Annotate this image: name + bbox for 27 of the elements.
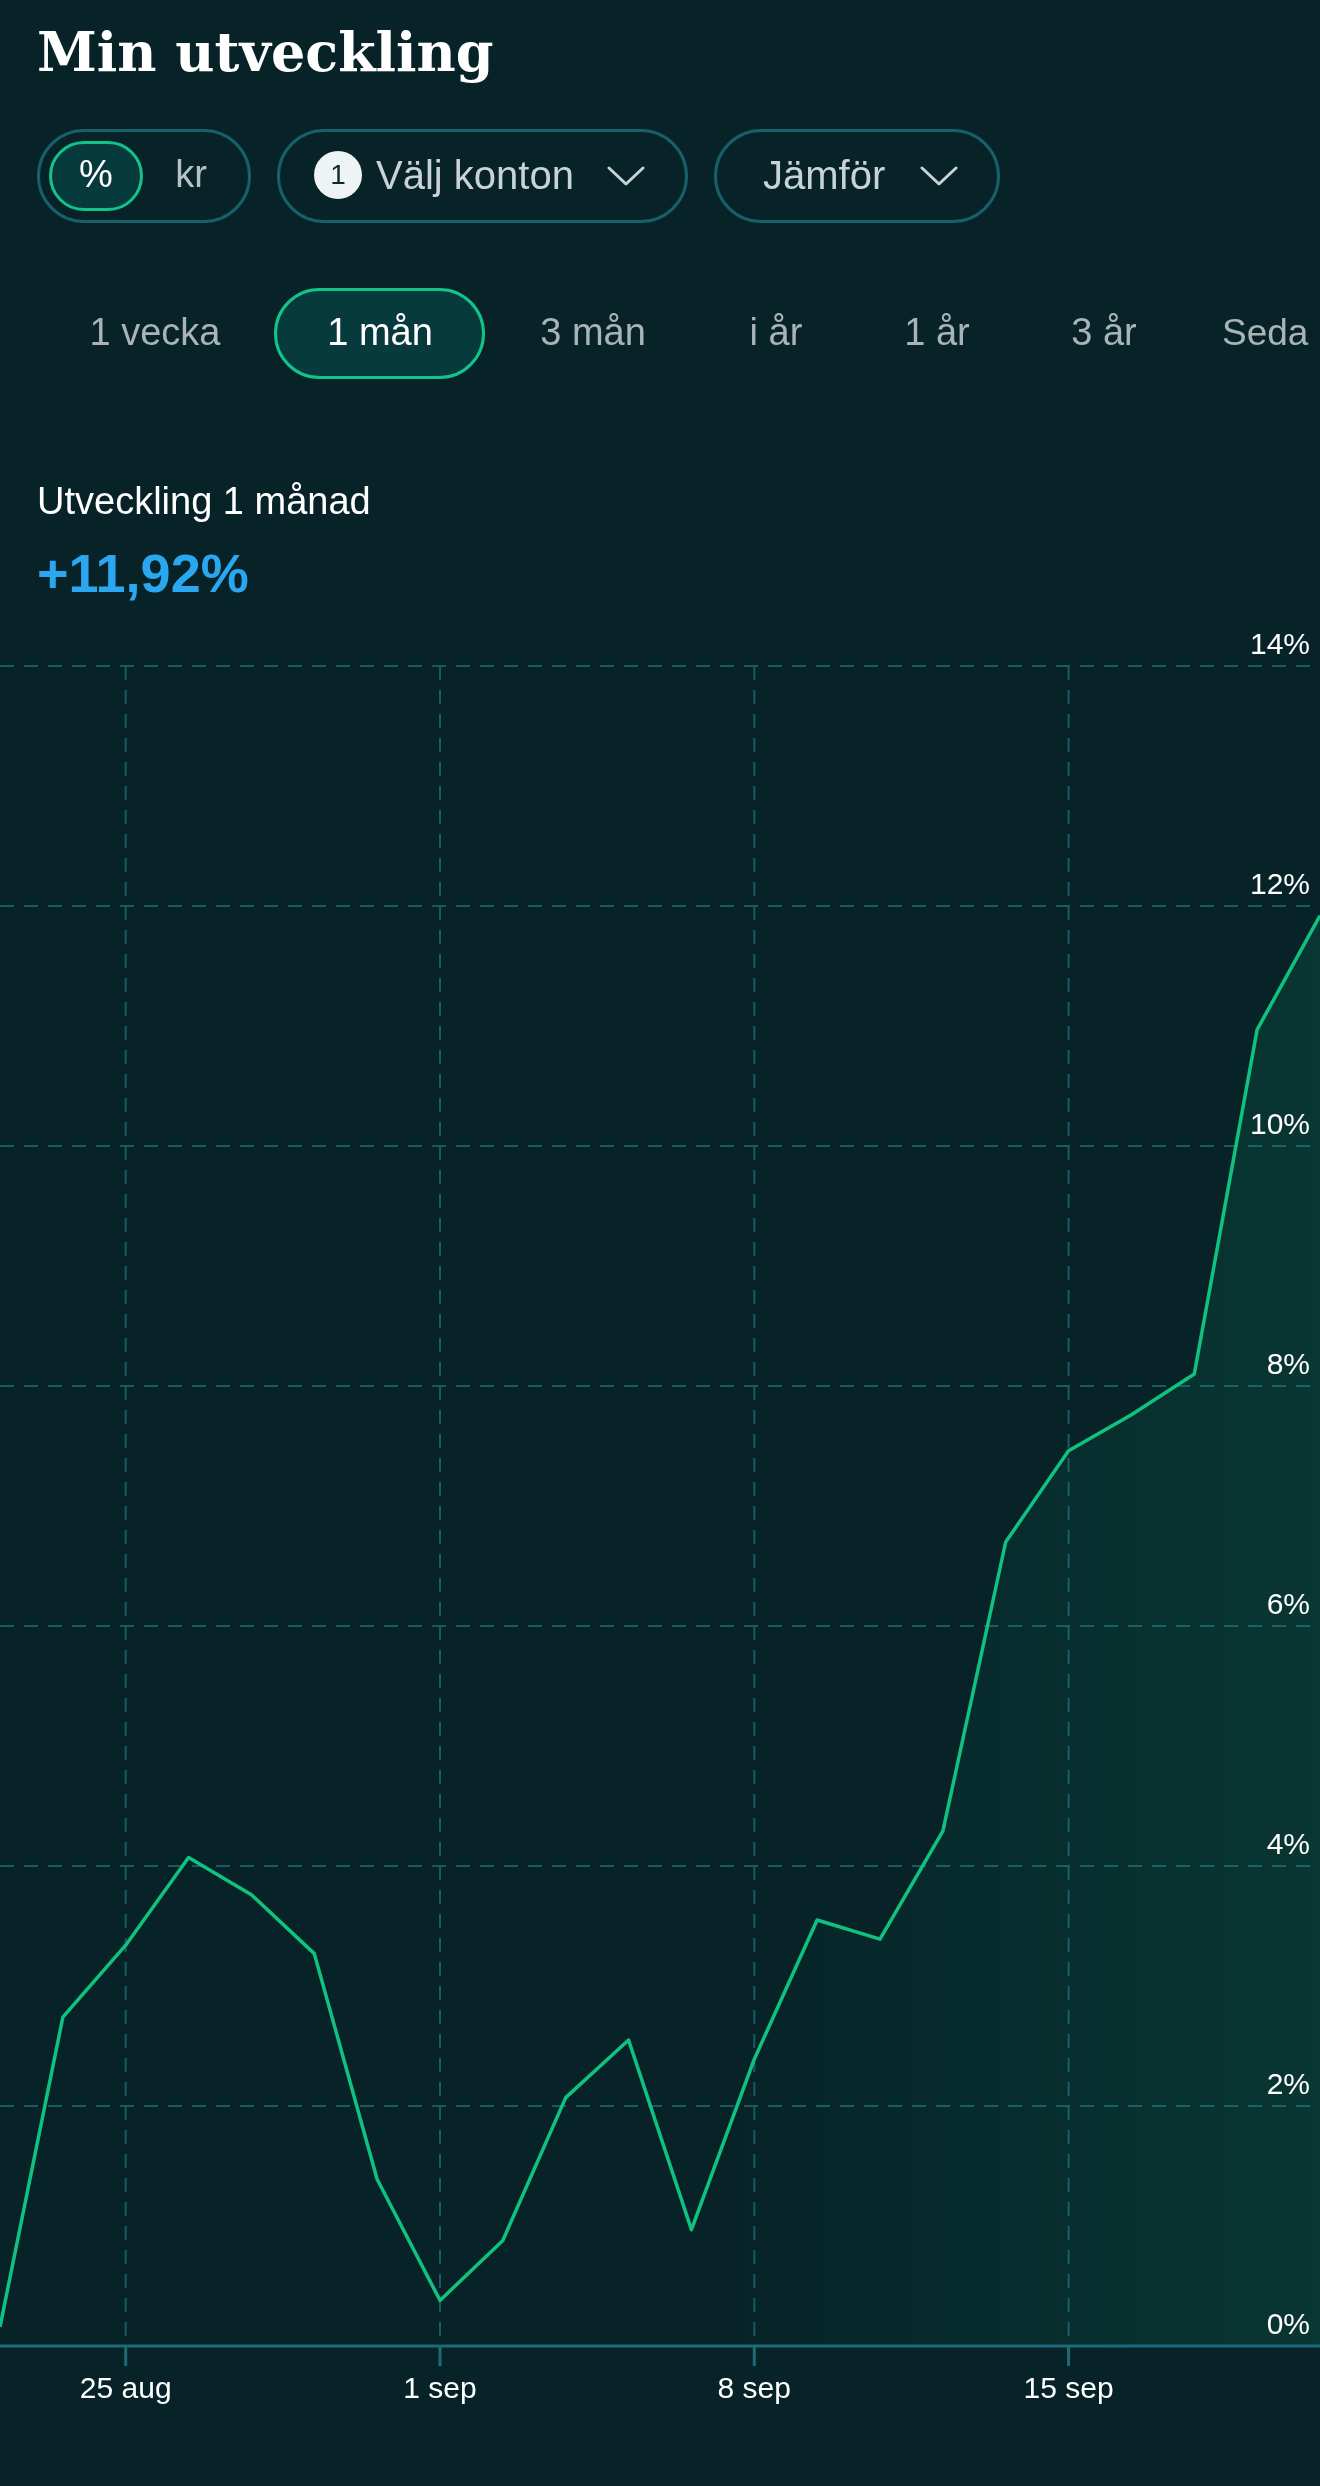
- text: kr: [175, 153, 207, 196]
- x-tick-label: 25 aug: [79, 2371, 172, 2404]
- y-tick-label: 12%: [1249, 867, 1310, 900]
- y-tick-label: 10%: [1249, 1107, 1310, 1140]
- text: 1 vecka: [88, 310, 222, 356]
- chart-title: Min utveckling: [37, 20, 494, 84]
- text: Jämför: [763, 152, 886, 199]
- y-tick-label: 14%: [1249, 627, 1310, 660]
- y-tick-label: 2%: [1266, 2067, 1310, 2100]
- text: %: [79, 153, 113, 196]
- text: i år: [749, 311, 803, 354]
- text: Välj konton: [376, 152, 574, 199]
- text: 1 år: [904, 311, 970, 354]
- text: +11,92%: [37, 541, 249, 605]
- y-tick-label: 0%: [1266, 2307, 1310, 2340]
- text: 3 år: [1071, 311, 1137, 354]
- x-tick-label: 1 sep: [403, 2371, 477, 2404]
- y-tick-label: 4%: [1266, 1827, 1310, 1860]
- text: 1: [330, 159, 346, 191]
- x-tick-label: 15 sep: [1023, 2371, 1114, 2404]
- chart-subtitle: Utveckling 1 månad: [37, 480, 371, 523]
- y-tick-label: 8%: [1266, 1347, 1310, 1380]
- text: 1 mån: [326, 310, 434, 356]
- x-tick-label: 8 sep: [717, 2371, 791, 2404]
- text: Seda: [1222, 310, 1309, 355]
- text: 3 mån: [539, 310, 647, 356]
- y-tick-label: 6%: [1266, 1587, 1310, 1620]
